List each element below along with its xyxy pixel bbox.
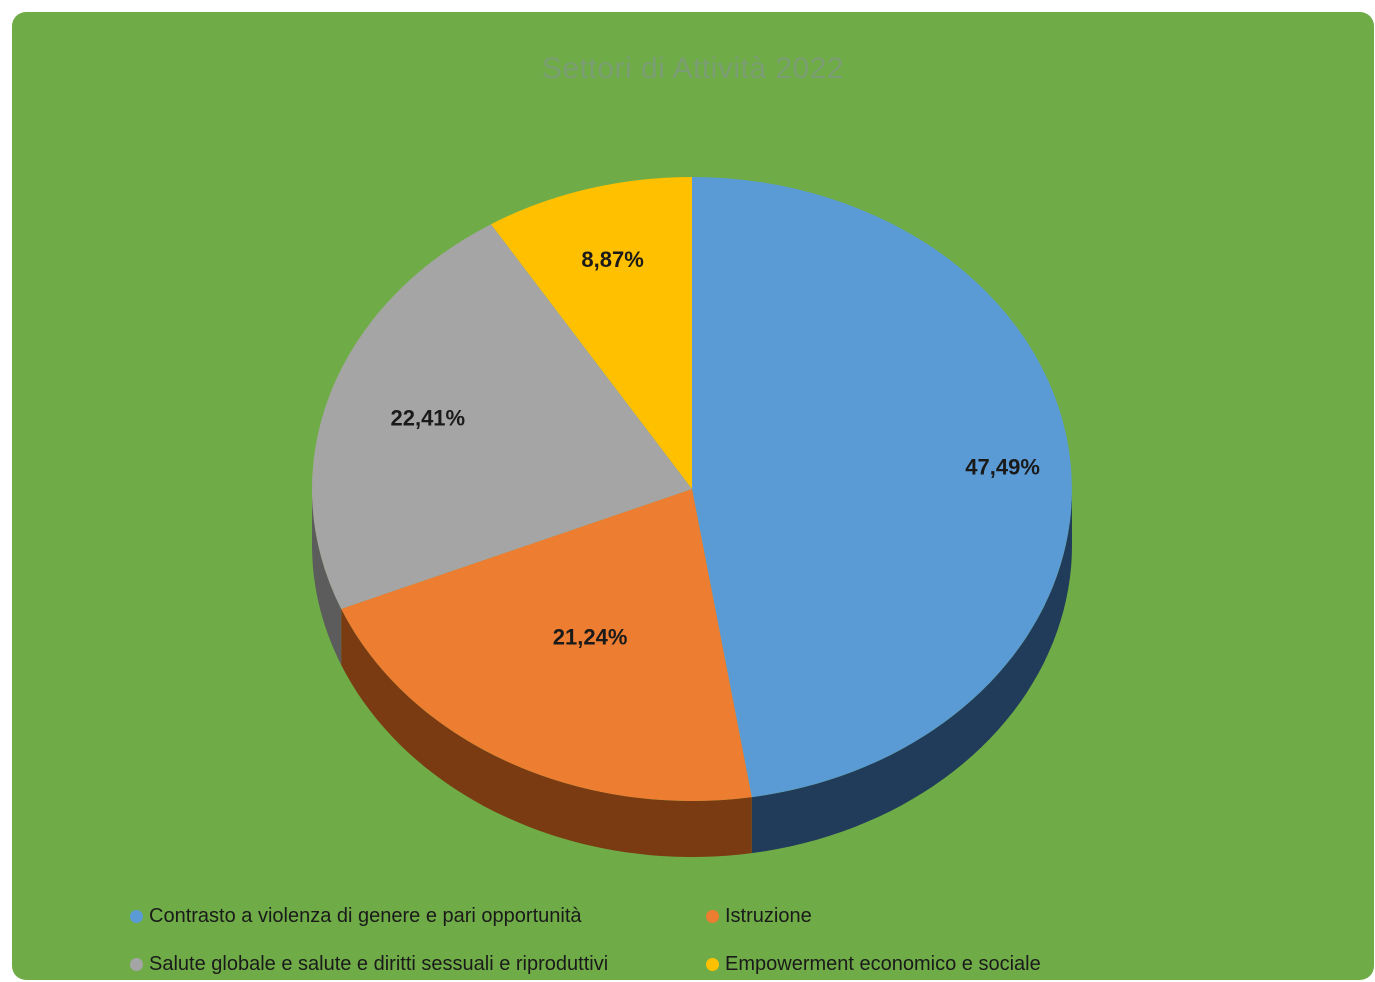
chart-title: Settori di Attività 2022 [541, 52, 845, 85]
pie-sides [312, 489, 1072, 857]
pie-slice-3 [491, 177, 692, 489]
pie-slice-1 [341, 489, 752, 801]
pie-slices [312, 177, 1072, 801]
legend-item-istruzione: Istruzione [706, 892, 812, 940]
pie-side-0 [751, 489, 1072, 854]
legend-row-2: Salute globale e salute e diritti sessua… [130, 940, 1230, 980]
legend-swatch [130, 909, 143, 923]
pie-side-2 [312, 489, 342, 665]
pie-chart: 47,49% 21,24% 22,41% 8,87% [312, 177, 1072, 857]
legend-label: Contrasto a violenza di genere e pari op… [149, 904, 582, 927]
chart-area: Settori di Attività 2022 47,49% 21,24% 22,… [12, 12, 1374, 980]
legend-row-1: Contrasto a violenza di genere e pari op… [130, 892, 1230, 940]
legend-item-contrasto: Contrasto a violenza di genere e pari op… [130, 892, 582, 940]
legend-swatch [130, 957, 143, 971]
data-label-2: 22,41% [390, 405, 465, 430]
legend-swatch [706, 909, 719, 923]
legend-label: Empowerment economico e sociale [725, 952, 1041, 975]
legend-item-salute: Salute globale e salute e diritti sessua… [130, 940, 608, 980]
data-label-3: 8,87% [581, 247, 643, 272]
data-label-1: 21,24% [553, 625, 628, 650]
pie-slice-0 [692, 177, 1072, 798]
legend-label: Salute globale e salute e diritti sessua… [149, 952, 609, 975]
legend-label: Istruzione [725, 904, 812, 927]
pie-slice-2 [312, 224, 692, 609]
legend: Contrasto a violenza di genere e pari op… [130, 892, 1230, 980]
legend-swatch [706, 957, 719, 971]
data-label-0: 47,49% [965, 455, 1040, 480]
data-labels: 47,49% 21,24% 22,41% 8,87% [390, 247, 1039, 650]
legend-item-empowerment: Empowerment economico e sociale [706, 940, 1041, 980]
pie-side-1 [341, 608, 752, 857]
